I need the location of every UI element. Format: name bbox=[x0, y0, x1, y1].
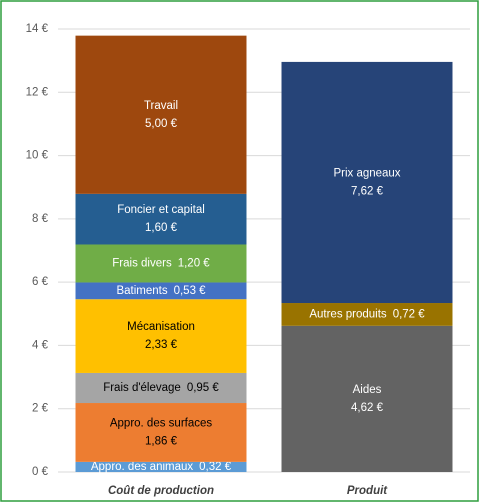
segment-name: Frais divers bbox=[112, 258, 172, 270]
segment-name: Frais d'élevage bbox=[103, 382, 181, 394]
y-tick-label: 0 € bbox=[32, 466, 49, 478]
bar-segment bbox=[75, 35, 247, 194]
segment-name: Travail bbox=[144, 100, 178, 112]
data-label: 1,86 € bbox=[145, 435, 178, 447]
bar-segment bbox=[281, 303, 453, 326]
bar-segment bbox=[281, 325, 453, 472]
bar-segment bbox=[75, 299, 247, 373]
segment-name: Appro. des animaux bbox=[91, 461, 194, 473]
bar-segment bbox=[281, 61, 453, 304]
segment-name: Batiments bbox=[116, 285, 167, 297]
data-label: 1,60 € bbox=[145, 222, 178, 234]
bar-segment bbox=[75, 461, 247, 472]
segment-label: Autres produits 0,72 € bbox=[309, 308, 425, 320]
bar-segment bbox=[75, 403, 247, 462]
y-tick-label: 12 € bbox=[26, 86, 49, 98]
y-tick-label: 14 € bbox=[26, 23, 49, 35]
segment-name: Mécanisation bbox=[127, 321, 195, 333]
data-label: 0,32 € bbox=[199, 461, 232, 473]
bar-segment bbox=[75, 193, 247, 245]
bar-segment bbox=[75, 244, 247, 283]
segment-name: Autres produits bbox=[309, 308, 387, 320]
data-label: 0,53 € bbox=[174, 285, 207, 297]
bar-segment bbox=[75, 372, 247, 404]
data-label: 5,00 € bbox=[145, 118, 178, 130]
segment-name: Aides bbox=[353, 384, 382, 396]
bar-segment bbox=[75, 282, 247, 300]
y-tick-label: 10 € bbox=[26, 150, 49, 162]
data-label: 4,62 € bbox=[351, 402, 384, 414]
segment-name: Foncier et capital bbox=[117, 204, 205, 216]
data-label: 0,95 € bbox=[187, 382, 220, 394]
y-tick-label: 6 € bbox=[32, 276, 49, 288]
y-tick-label: 4 € bbox=[32, 339, 49, 351]
y-tick-label: 8 € bbox=[32, 213, 49, 225]
segment-name: Prix agneaux bbox=[333, 167, 400, 179]
segment-label: Batiments 0,53 € bbox=[116, 285, 206, 297]
x-tick-label: Produit bbox=[347, 485, 388, 497]
segment-name: Appro. des surfaces bbox=[110, 417, 213, 429]
data-label: 2,33 € bbox=[145, 339, 178, 351]
segment-label: Appro. des animaux 0,32 € bbox=[91, 461, 232, 473]
y-tick-label: 2 € bbox=[32, 403, 49, 415]
segment-label: Frais d'élevage 0,95 € bbox=[103, 382, 219, 394]
data-label: 7,62 € bbox=[351, 185, 384, 197]
data-label: 1,20 € bbox=[178, 258, 211, 270]
segment-label: Frais divers 1,20 € bbox=[112, 258, 210, 270]
x-tick-label: Coût de production bbox=[108, 485, 214, 497]
data-label: 0,72 € bbox=[393, 308, 426, 320]
